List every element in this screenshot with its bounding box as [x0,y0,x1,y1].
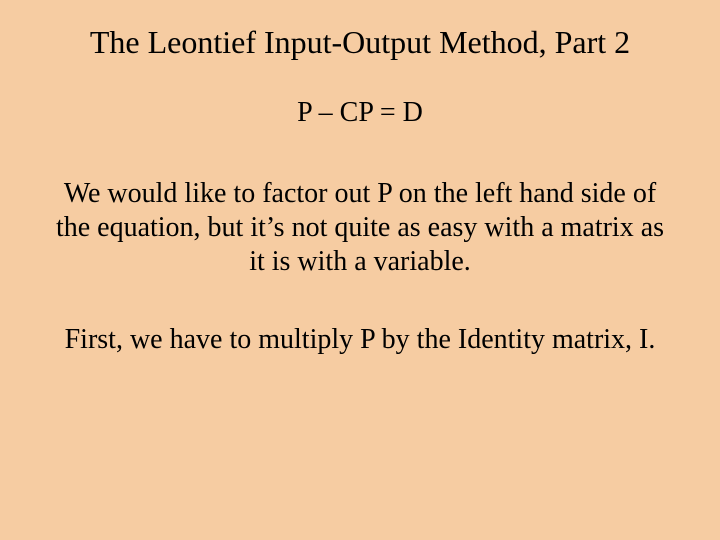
paragraph-1: We would like to factor out P on the lef… [50,177,670,279]
slide: The Leontief Input-Output Method, Part 2… [0,0,720,540]
paragraph-2: First, we have to multiply P by the Iden… [50,323,670,357]
slide-title: The Leontief Input-Output Method, Part 2 [44,24,676,61]
equation: P – CP = D [44,97,676,129]
